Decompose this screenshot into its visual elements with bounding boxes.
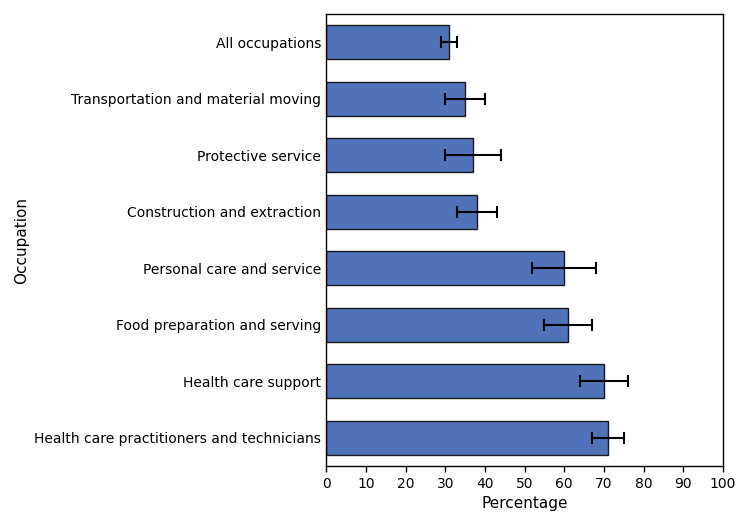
- Bar: [326, 138, 473, 172]
- Y-axis label: Occupation: Occupation: [14, 196, 29, 284]
- Bar: [326, 25, 449, 59]
- Bar: [326, 364, 604, 398]
- X-axis label: Percentage: Percentage: [482, 496, 568, 511]
- Bar: [326, 195, 477, 229]
- Bar: [326, 251, 564, 285]
- Bar: [326, 308, 568, 342]
- Bar: [326, 82, 465, 116]
- Bar: [326, 421, 608, 455]
